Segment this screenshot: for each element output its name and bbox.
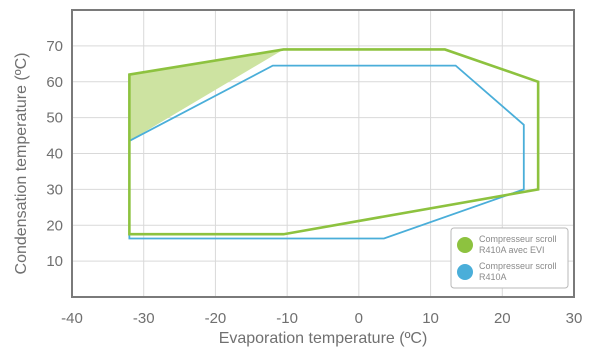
series-group [128, 48, 540, 240]
x-tick-label: 10 [422, 310, 439, 327]
series-outline-1 [128, 48, 540, 236]
y-axis-label: Condensation temperature (ºC) [13, 53, 30, 275]
y-tick-labels: 10 20 30 40 50 60 70 [46, 38, 63, 270]
x-axis-label: Evaporation temperature (ºC) [219, 330, 428, 347]
x-tick-label: -30 [133, 310, 155, 327]
legend-label-2: R410A [479, 272, 507, 282]
x-tick-label: -10 [276, 310, 298, 327]
x-tick-label: -20 [205, 310, 227, 327]
y-tick-label: 60 [46, 74, 63, 91]
x-tick-label: 30 [566, 310, 583, 327]
legend-label-2: Compresseur scroll [479, 261, 557, 271]
y-tick-label: 70 [46, 38, 63, 55]
y-tick-label: 40 [46, 146, 63, 163]
y-tick-label: 20 [46, 217, 63, 234]
legend-label-1: R410A avec EVI [479, 245, 545, 255]
legend-label-1: Compresseur scroll [479, 234, 557, 244]
legend-marker-2 [457, 264, 473, 280]
y-tick-label: 10 [46, 253, 63, 270]
legend-box [450, 227, 569, 289]
shaded-region [129, 49, 284, 141]
series-outline-2 [128, 64, 525, 240]
x-tick-label: -40 [61, 310, 83, 327]
x-tick-labels: -40 -30 -20 -10 0 10 20 30 [61, 310, 582, 327]
y-tick-label: 50 [46, 110, 63, 127]
plot-frame [71, 9, 575, 298]
x-tick-label: 0 [355, 310, 363, 327]
grid [71, 10, 575, 297]
legend-marker-1 [457, 237, 473, 253]
x-tick-label: 20 [494, 310, 511, 327]
y-tick-label: 30 [46, 181, 63, 198]
shaded-area-series-1 [129, 49, 284, 141]
